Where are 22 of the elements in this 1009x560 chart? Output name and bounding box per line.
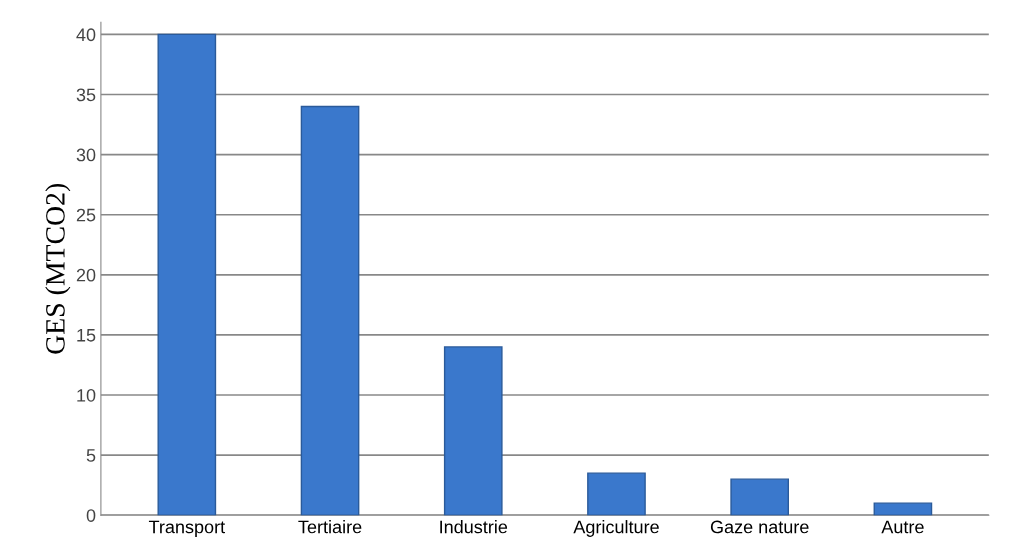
y-tick-label: 10 <box>77 388 96 402</box>
y-tick-label: 15 <box>77 329 96 342</box>
x-tick-label: Autre <box>881 520 924 534</box>
x-tick-label: Tertiaire <box>298 520 362 534</box>
bar <box>443 346 503 516</box>
bar <box>300 105 360 516</box>
y-tick-label: 30 <box>76 148 96 162</box>
y-tick-label: 35 <box>76 88 96 102</box>
y-tick-label: 40 <box>76 28 96 42</box>
bar <box>873 502 933 516</box>
x-tick-label: Transport <box>148 520 225 537</box>
y-tick-label: 0 <box>86 509 96 522</box>
y-tick-label: 20 <box>76 268 96 282</box>
bar <box>730 478 790 516</box>
x-tick-label: Gaze nature <box>710 520 809 534</box>
x-tick-label: Agriculture <box>573 520 659 537</box>
y-axis-title: GES (MTCO2) <box>45 183 71 354</box>
bar <box>157 33 217 516</box>
bar <box>587 472 646 516</box>
x-tick-label: Industrie <box>440 520 508 534</box>
y-tick-label: 5 <box>86 449 96 462</box>
y-tick-label: 25 <box>76 208 96 222</box>
